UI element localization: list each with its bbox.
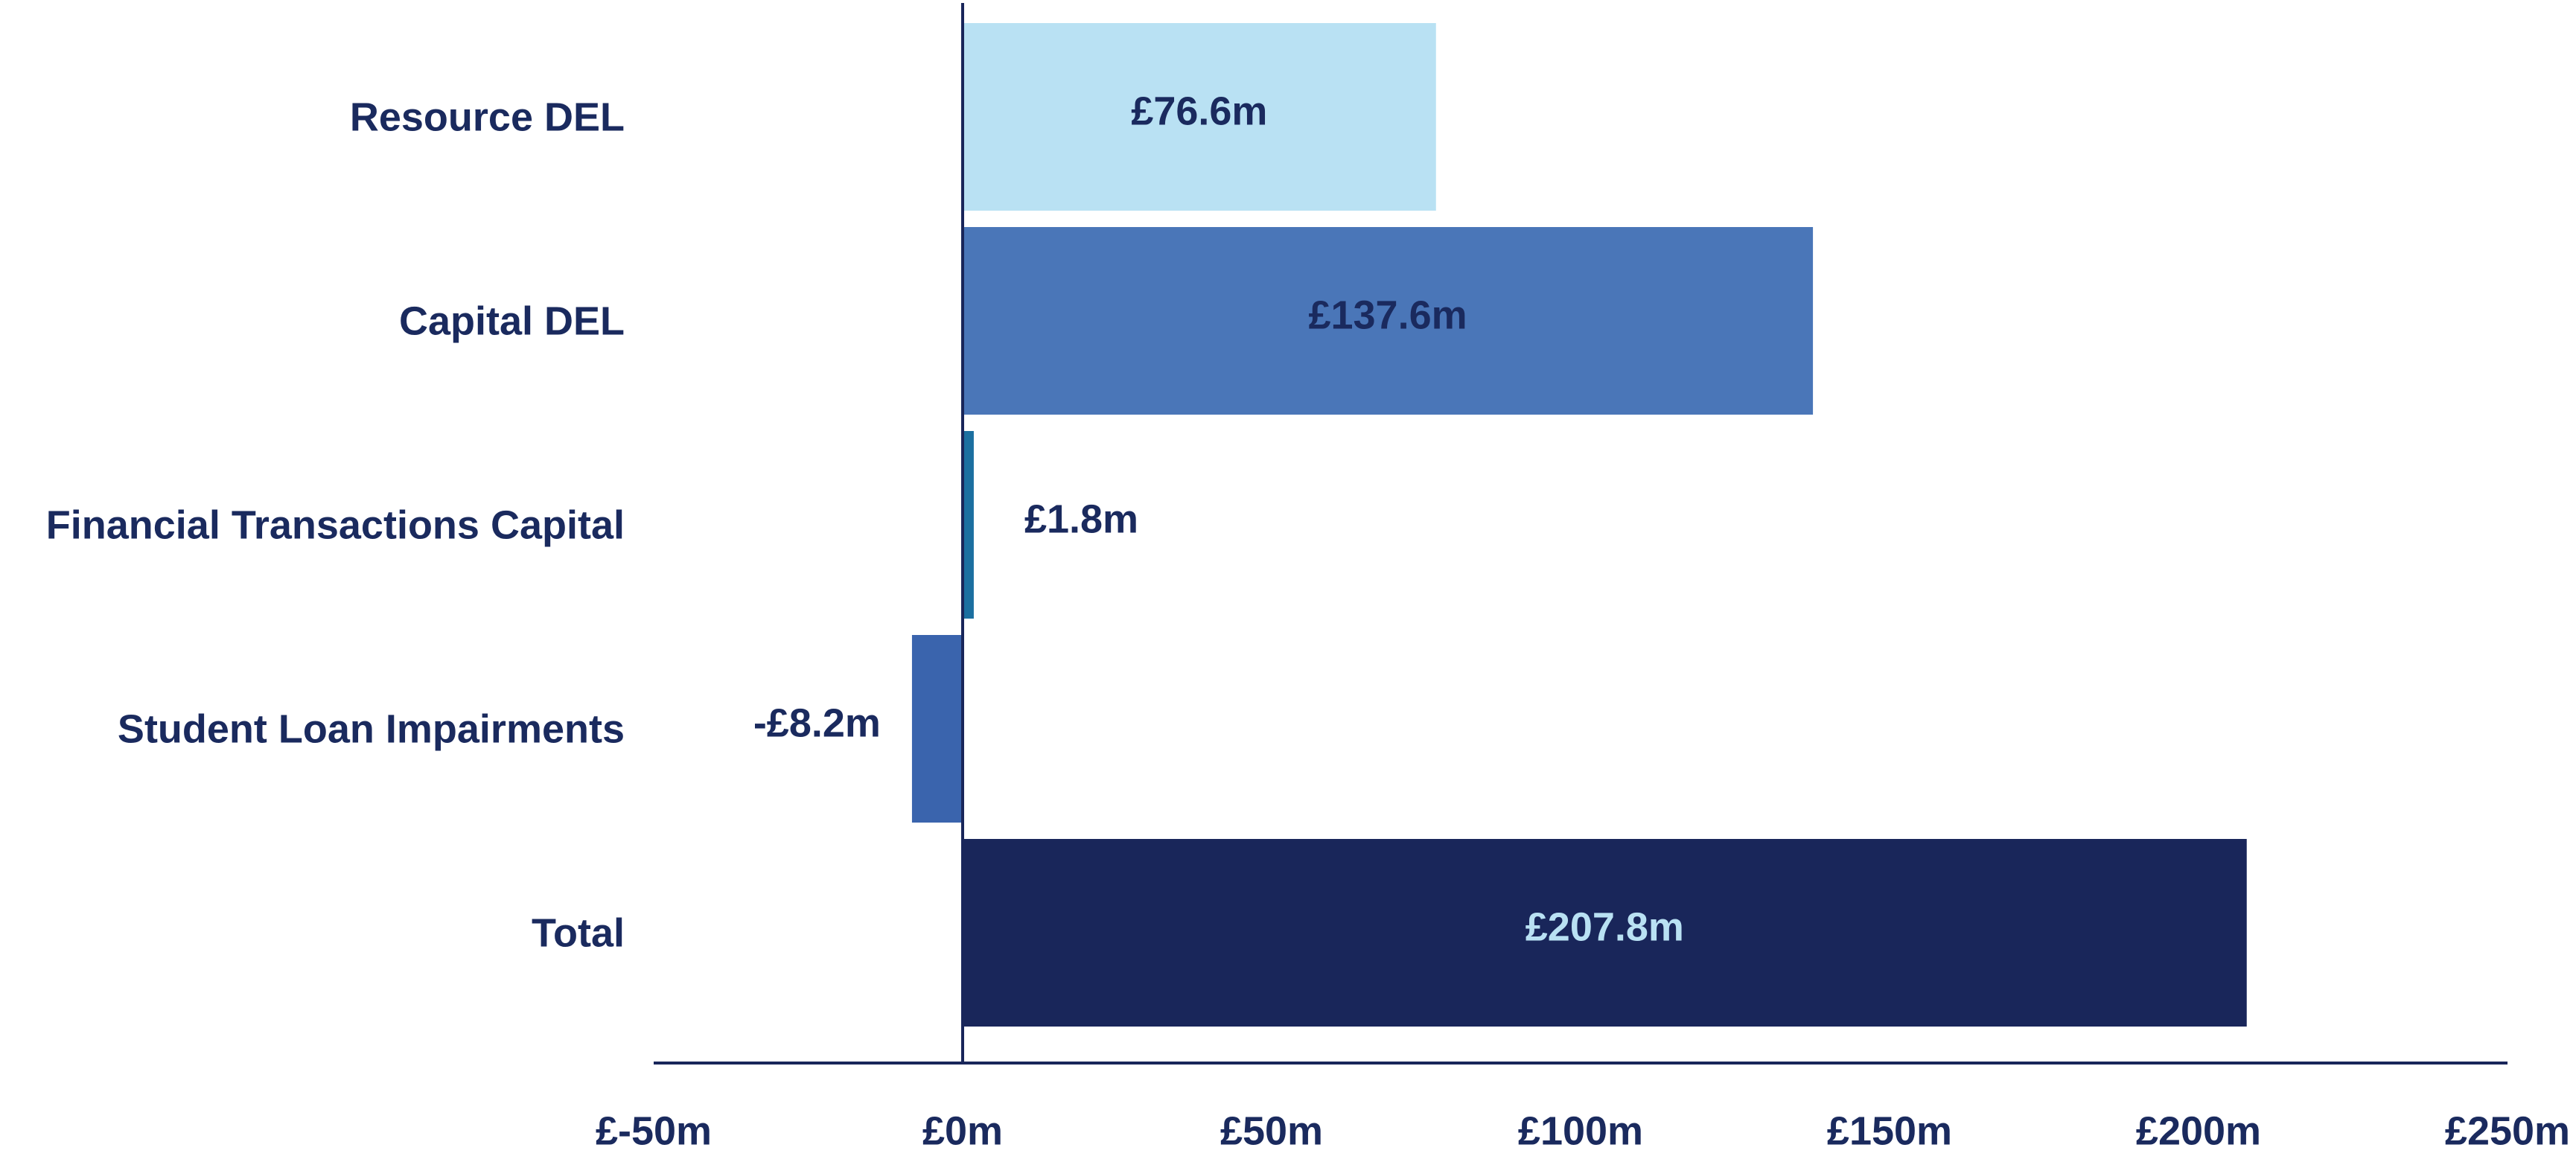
bar [963, 227, 1814, 415]
x-tick-label: £200m [2136, 1108, 2261, 1153]
x-tick-label: £250m [2445, 1108, 2570, 1153]
value-label: £76.6m [1131, 89, 1267, 133]
x-tick-label: £-50m [596, 1108, 712, 1153]
value-label: £207.8m [1525, 904, 1684, 949]
category-label: Capital DEL [399, 299, 625, 343]
value-label: £137.6m [1308, 293, 1467, 337]
x-tick-label: £150m [1827, 1108, 1952, 1153]
category-label: Financial Transactions Capital [46, 502, 625, 547]
bar [911, 635, 963, 823]
x-tick-label: £0m [922, 1108, 1003, 1153]
category-label: Resource DEL [350, 95, 625, 139]
bar [963, 431, 974, 619]
bar [963, 23, 1436, 211]
x-tick-label: £100m [1518, 1108, 1643, 1153]
value-label: -£8.2m [753, 700, 881, 745]
value-label: £1.8m [1024, 497, 1138, 541]
x-tick-label: £50m [1220, 1108, 1323, 1153]
category-label: Total [532, 910, 625, 955]
category-label: Student Loan Impairments [118, 706, 625, 751]
bar [963, 839, 2247, 1027]
